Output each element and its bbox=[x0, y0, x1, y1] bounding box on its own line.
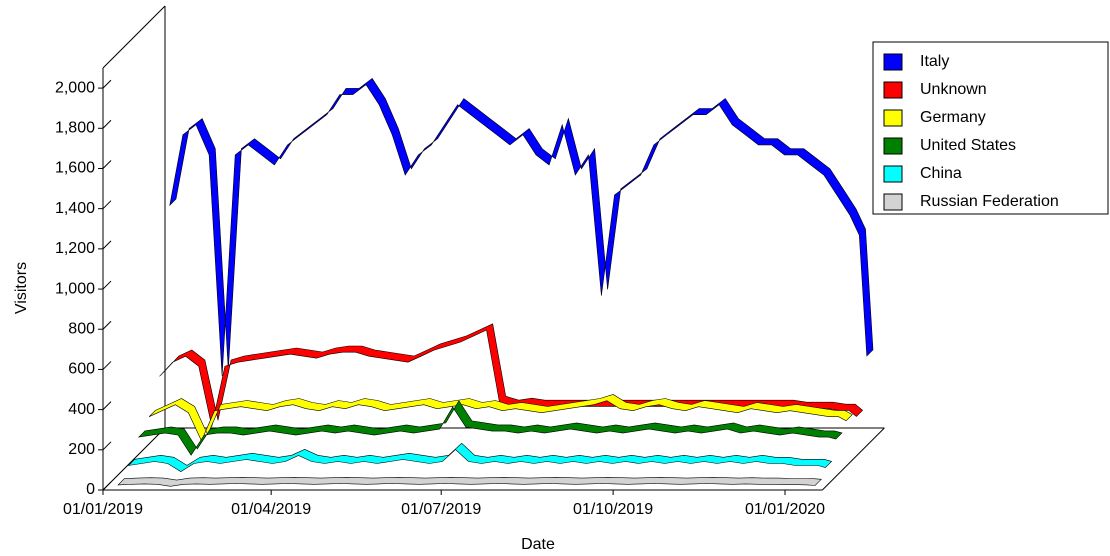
y-tick-label: 1,400 bbox=[55, 200, 95, 217]
wall-tick bbox=[102, 481, 112, 491]
y-tick-label: 800 bbox=[68, 320, 95, 337]
legend-label: Germany bbox=[920, 109, 986, 126]
y-tick-label: 400 bbox=[68, 401, 95, 418]
wall-tick bbox=[102, 441, 112, 451]
legend-label: China bbox=[920, 165, 962, 182]
y-tick-label: 200 bbox=[68, 441, 95, 458]
y-tick-label: 1,600 bbox=[55, 160, 95, 177]
series-ribbon bbox=[169, 77, 874, 377]
axis-line bbox=[822, 427, 885, 491]
axis-line bbox=[102, 427, 166, 491]
legend-label: United States bbox=[920, 137, 1016, 154]
x-tick-label: 01/07/2019 bbox=[401, 501, 481, 518]
wall-tick bbox=[102, 320, 112, 330]
series-ribbon bbox=[127, 442, 833, 472]
series-ribbon bbox=[137, 400, 843, 456]
wall-tick bbox=[102, 119, 112, 129]
x-tick-label: 01/01/2020 bbox=[745, 501, 825, 518]
legend-swatch bbox=[883, 81, 903, 99]
legend-box bbox=[872, 41, 1109, 215]
series-ribbon bbox=[159, 323, 864, 427]
axis-line bbox=[102, 5, 166, 69]
x-tick-label: 01/04/2019 bbox=[231, 501, 311, 518]
y-tick-label: 1,200 bbox=[55, 240, 95, 257]
legend-swatch bbox=[883, 193, 903, 211]
y-tick-label: 1,000 bbox=[55, 280, 95, 297]
legend-swatch bbox=[883, 109, 903, 127]
wall-tick bbox=[102, 240, 112, 250]
x-axis-label: Date bbox=[521, 536, 555, 553]
series-ribbon bbox=[148, 394, 853, 442]
series-ribbon bbox=[117, 476, 822, 487]
y-tick-label: 1,800 bbox=[55, 120, 95, 137]
y-tick-label: 600 bbox=[68, 361, 95, 378]
y-tick-label: 2,000 bbox=[55, 79, 95, 96]
x-tick-label: 01/10/2019 bbox=[573, 501, 653, 518]
legend-label: Italy bbox=[920, 53, 949, 70]
wall-tick bbox=[102, 401, 112, 410]
legend-swatch bbox=[883, 165, 903, 183]
legend-label: Russian Federation bbox=[920, 193, 1059, 210]
wall-tick bbox=[102, 280, 112, 290]
y-axis-label: Visitors bbox=[13, 262, 30, 314]
legend-label: Unknown bbox=[920, 81, 987, 98]
legend-swatch bbox=[883, 137, 903, 155]
wall-tick bbox=[102, 79, 112, 89]
x-tick-label: 01/01/2019 bbox=[63, 501, 143, 518]
wall-tick bbox=[102, 361, 112, 370]
wall-tick bbox=[102, 160, 112, 169]
wall-tick bbox=[102, 200, 112, 210]
legend-swatch bbox=[883, 53, 903, 71]
y-tick-label: 0 bbox=[86, 481, 95, 498]
